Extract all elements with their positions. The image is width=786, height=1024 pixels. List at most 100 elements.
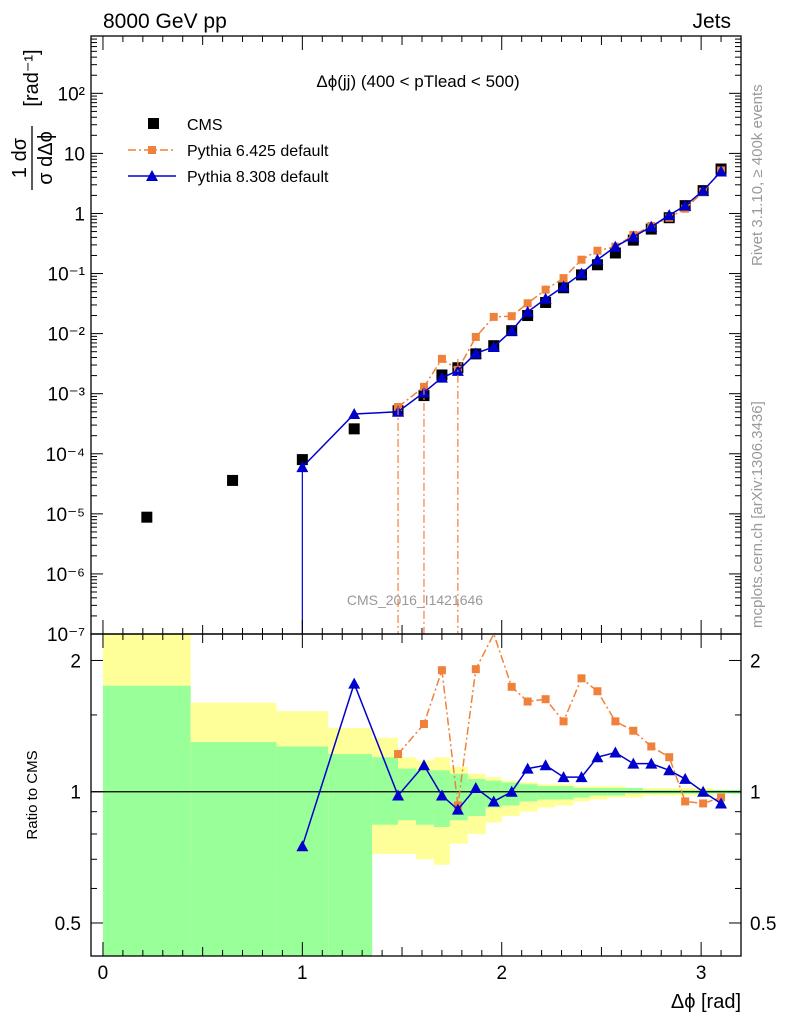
ratio-point-1 xyxy=(487,795,500,807)
data-point-2 xyxy=(296,461,309,473)
data-point-1 xyxy=(541,285,550,294)
main-y-tick-label: 10² xyxy=(58,84,85,105)
data-point-2 xyxy=(435,371,448,383)
data-point-0 xyxy=(591,259,603,271)
ratio-band-green xyxy=(519,784,538,802)
main-y-tick-label: 1 xyxy=(74,204,85,225)
ratio-point-1 xyxy=(435,789,448,801)
ratio-point-0 xyxy=(419,719,428,728)
main-y-tick-label: 10⁻⁴ xyxy=(46,445,85,466)
main-y-tick-label: 10⁻² xyxy=(48,325,86,346)
ratio-point-1 xyxy=(715,797,728,809)
data-point-2 xyxy=(521,305,534,317)
ratio-point-0 xyxy=(593,687,602,696)
ratio-point-0 xyxy=(681,797,690,806)
data-point-1 xyxy=(507,312,516,321)
ratio-frame xyxy=(90,633,742,957)
ratio-y-tick-label-right: 0.5 xyxy=(750,914,776,935)
y-label-unit: [rad⁻¹] xyxy=(21,49,43,106)
ratio-point-1 xyxy=(451,803,464,815)
x-axis-label: Δϕ [rad] xyxy=(671,991,741,1013)
ratio-point-1 xyxy=(469,781,482,793)
main-y-tick-label: 10⁻⁶ xyxy=(46,565,85,586)
legend-marker-pythia8 xyxy=(146,170,158,181)
ratio-point-1 xyxy=(296,840,309,852)
data-point-2 xyxy=(557,280,570,292)
data-point-2 xyxy=(539,292,552,304)
data-point-1 xyxy=(471,332,480,341)
ratio-point-1 xyxy=(627,757,640,769)
ratio-band-green xyxy=(555,786,574,800)
data-point-1 xyxy=(577,255,586,264)
data-point-2 xyxy=(715,165,728,177)
ratio-y-tick-label-right: 2 xyxy=(750,651,761,672)
data-point-2 xyxy=(627,230,640,242)
ratio-y-axis-label: Ratio to CMS xyxy=(24,750,41,839)
data-point-2 xyxy=(487,340,500,352)
ratio-point-0 xyxy=(577,674,586,683)
legend-label-pythia8: Pythia 8.308 default xyxy=(187,169,329,186)
legend-label-cms: CMS xyxy=(187,117,223,134)
ratio-y-tick-label: 2 xyxy=(70,651,81,672)
data-point-0 xyxy=(227,474,239,486)
ratio-point-0 xyxy=(471,665,480,674)
plot-title: Δϕ(jj) (400 < pTlead < 500) xyxy=(316,72,519,91)
x-tick-label: 0 xyxy=(98,963,109,984)
ratio-point-0 xyxy=(523,697,532,706)
header-process: Jets xyxy=(692,10,731,33)
main-y-tick-label: 10⁻³ xyxy=(48,385,86,406)
ratio-point-1 xyxy=(679,772,692,784)
analysis-watermark: CMS_2016_I1421646 xyxy=(347,592,483,608)
ratio-point-0 xyxy=(699,799,708,808)
ratio-y-tick-label: 1 xyxy=(70,783,81,804)
x-tick-label: 1 xyxy=(297,963,308,984)
ratio-point-0 xyxy=(611,717,620,726)
data-point-2 xyxy=(348,407,361,419)
ratio-point-0 xyxy=(559,717,568,726)
x-tick-label: 2 xyxy=(496,963,507,984)
ratio-point-1 xyxy=(505,785,518,797)
data-point-1 xyxy=(523,299,532,308)
ratio-band-green xyxy=(537,786,556,800)
ratio-band-green xyxy=(573,787,590,798)
main-y-tick-label: 10 xyxy=(64,144,85,165)
ratio-band-green xyxy=(190,742,277,956)
legend: CMS Pythia 6.425 default Pythia 8.308 de… xyxy=(128,117,329,186)
main-y-tick-label: 10⁻⁵ xyxy=(46,505,85,526)
data-point-0 xyxy=(609,247,621,259)
ratio-point-0 xyxy=(629,726,638,735)
data-point-2 xyxy=(591,253,604,265)
data-point-1 xyxy=(593,246,602,255)
ratio-point-0 xyxy=(541,695,550,704)
ratio-point-1 xyxy=(591,751,604,763)
data-point-0 xyxy=(141,511,153,523)
main-y-tick-label: 10⁻¹ xyxy=(48,265,86,286)
mcplots-label: mcplots.cern.ch [arXiv:1306.3436] xyxy=(749,401,766,628)
main-y-tick-label: 10⁻⁷ xyxy=(47,625,85,646)
ratio-uncertainty-bands xyxy=(91,634,741,956)
data-point-0 xyxy=(348,423,360,435)
data-point-1 xyxy=(489,312,498,321)
ratio-band-green xyxy=(467,778,486,816)
data-point-2 xyxy=(575,267,588,279)
ratio-point-0 xyxy=(665,753,674,762)
ratio-point-1 xyxy=(645,757,658,769)
ratio-point-0 xyxy=(647,742,656,751)
legend-label-pythia6: Pythia 6.425 default xyxy=(187,143,329,160)
data-point-1 xyxy=(559,274,568,283)
ratio-point-0 xyxy=(394,750,403,759)
ratio-band-green xyxy=(102,685,191,956)
data-point-2 xyxy=(697,184,710,196)
header-energy: 8000 GeV pp xyxy=(103,10,227,33)
main-y-axis-label: 1 dσ σ dΔϕ [rad⁻¹] xyxy=(9,49,57,190)
ratio-point-1 xyxy=(663,764,676,776)
ratio-y-tick-label-right: 1 xyxy=(750,783,761,804)
ratio-point-0 xyxy=(507,682,516,691)
main-panel-series xyxy=(141,163,728,634)
ratio-point-1 xyxy=(417,759,430,771)
ratio-band-green xyxy=(625,787,644,794)
legend-marker-pythia6 xyxy=(148,146,156,154)
ratio-band-green xyxy=(485,780,502,808)
